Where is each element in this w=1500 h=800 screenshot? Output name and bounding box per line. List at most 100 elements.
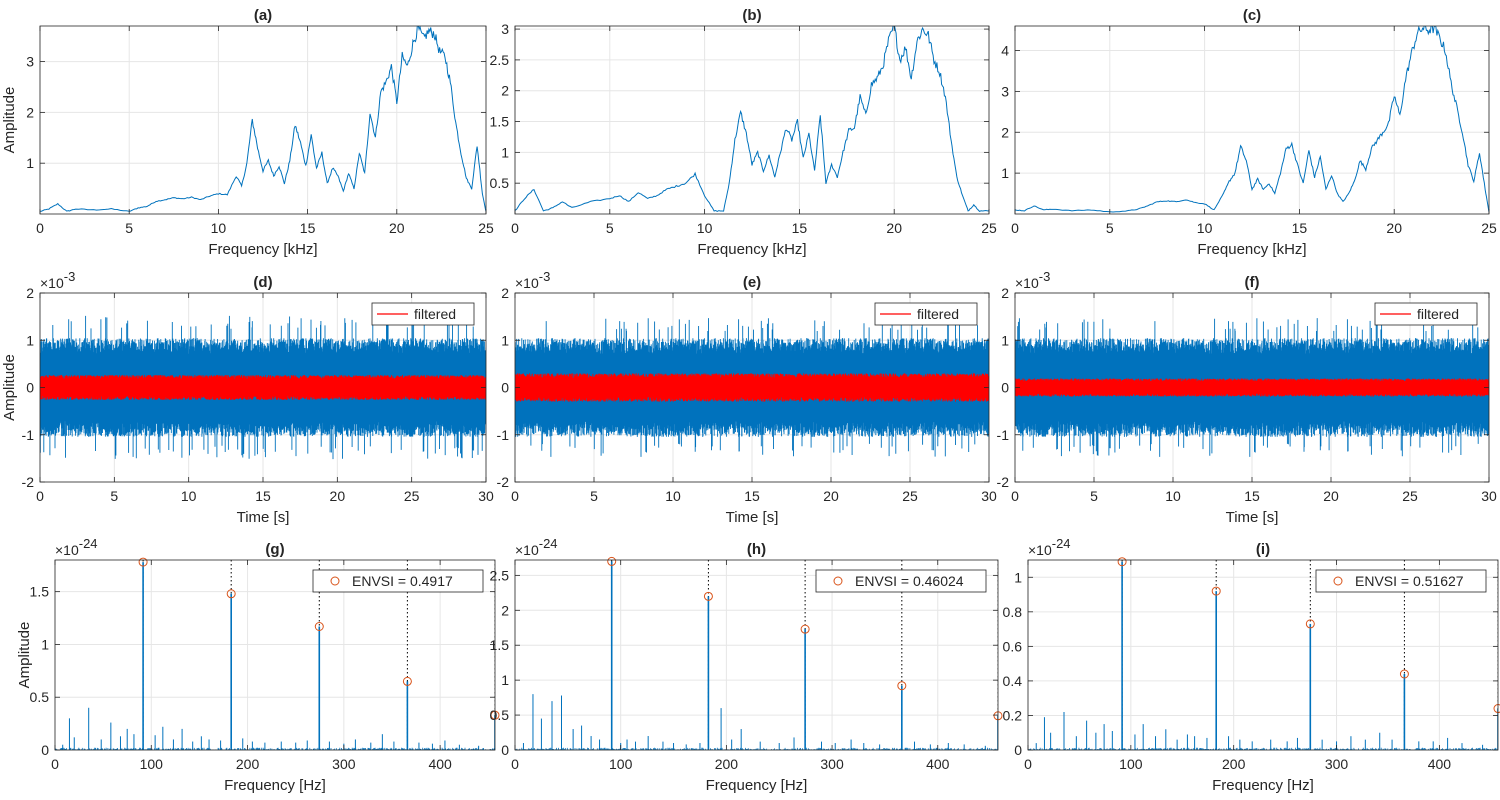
x-tick-label: 300: [1325, 756, 1349, 772]
y-tick-label: -2: [22, 474, 35, 490]
exponent-power: -3: [64, 269, 76, 284]
y-tick-label: 1: [1014, 569, 1022, 585]
data-layer: [515, 318, 989, 457]
x-axis-label: Time [s]: [1226, 509, 1279, 526]
legend: filtered: [371, 302, 475, 326]
harmonic-marker: [703, 591, 713, 601]
x-tick-label: 25: [404, 488, 420, 504]
x-tick-label: 20: [886, 220, 902, 236]
x-tick-label: 0: [36, 488, 44, 504]
x-tick-label: 0: [511, 756, 519, 772]
x-tick-label: 15: [1244, 488, 1260, 504]
exponent-power: -3: [539, 269, 551, 284]
x-axis-label: Frequency [kHz]: [697, 241, 806, 258]
y-tick-label: 0.5: [490, 175, 510, 191]
x-tick-label: 200: [1222, 756, 1246, 772]
x-tick-label: 0: [51, 756, 59, 772]
y-tick-label: 1: [501, 672, 509, 688]
data-layer: [40, 315, 486, 460]
x-tick-label: 15: [792, 220, 808, 236]
legend-label: filtered: [917, 306, 959, 322]
x-tick-label: 25: [902, 488, 918, 504]
harmonic-marker: [402, 676, 412, 686]
y-axis-label: Amplitude: [1, 354, 18, 421]
legend-box: [815, 569, 987, 593]
x-axis-label: Frequency [Hz]: [706, 777, 808, 794]
exponent-power: -24: [79, 536, 98, 551]
exponent-power: -24: [1052, 536, 1071, 551]
axes-box: [514, 559, 999, 751]
y-tick-label: 0.2: [1003, 707, 1023, 723]
harmonic-marker: [1305, 619, 1315, 629]
x-tick-label: 25: [1481, 220, 1497, 236]
legend-box: [1315, 569, 1487, 593]
x-tick-label: 5: [125, 220, 133, 236]
chart-title: (f): [1245, 274, 1260, 291]
axes-box: [1014, 25, 1490, 215]
exponent-base: ×10: [55, 542, 79, 558]
axes-box: [1027, 559, 1499, 751]
panel-i: 0 100 200 300 400 0 0.2 0.4 0.6 0.8 1 (i) Frequency …: [1003, 536, 1500, 794]
y-tick-label: 2: [1001, 285, 1009, 301]
axes-box: [514, 25, 990, 215]
x-axis-label: Frequency [Hz]: [224, 777, 326, 794]
y-scale-exponent: ×10-3: [40, 269, 75, 291]
panel-a: 0 5 10 15 20 25 1 2 3 (a) Frequency [kHz] Amplitude: [1, 7, 494, 258]
harmonic-marker: [607, 556, 617, 566]
x-tick-label: 25: [478, 220, 494, 236]
x-tick-label: 5: [1106, 220, 1114, 236]
y-tick-label: 0: [26, 380, 34, 396]
x-axis-label: Frequency [kHz]: [1197, 241, 1306, 258]
y-scale-exponent: ×10-3: [1015, 269, 1050, 291]
y-tick-label: 0: [501, 380, 509, 396]
series-filtered-signal: [515, 373, 989, 402]
x-tick-label: 400: [1428, 756, 1452, 772]
x-tick-label: 20: [1323, 488, 1339, 504]
harmonic-marker: [800, 624, 810, 634]
y-tick-label: 2.5: [490, 52, 510, 68]
x-tick-label: 0: [36, 220, 44, 236]
legend: ENVSI = 0.51627: [1315, 569, 1487, 593]
legend-box: [1374, 302, 1478, 326]
data-layer: [40, 26, 486, 212]
x-tick-label: 100: [140, 756, 164, 772]
plot-area: [1015, 26, 1489, 214]
panel-d: 0 5 10 15 20 25 30 -2 -1 0 1 2 (d) Time [s] Amplitude ×…: [1, 269, 494, 526]
x-tick-label: 15: [1292, 220, 1308, 236]
chart-title: (g): [265, 541, 284, 558]
axes-box: [54, 559, 496, 751]
legend-box: [312, 569, 484, 593]
x-tick-label: 5: [590, 488, 598, 504]
y-tick-label: 1: [1001, 332, 1009, 348]
y-tick-label: 2: [26, 104, 34, 120]
x-tick-label: 5: [606, 220, 614, 236]
y-tick-label: 3: [501, 21, 509, 37]
x-tick-label: 25: [1402, 488, 1418, 504]
x-tick-label: 300: [820, 756, 844, 772]
y-axis-label: Amplitude: [16, 622, 33, 689]
x-tick-label: 0: [1011, 220, 1019, 236]
y-tick-label: -2: [497, 474, 510, 490]
y-tick-label: 1: [26, 155, 34, 171]
y-tick-label: 2: [501, 285, 509, 301]
y-tick-label: 0: [501, 742, 509, 758]
y-scale-exponent: ×10-24: [515, 536, 558, 558]
harmonic-marker: [1399, 669, 1409, 679]
panel-c: 0 5 10 15 20 25 1 2 3 4 (c) Frequency [kHz]: [1001, 7, 1497, 258]
y-tick-label: 2: [26, 285, 34, 301]
y-tick-label: 4: [1001, 43, 1009, 59]
chart-title: (b): [742, 7, 761, 24]
y-tick-label: 0.5: [490, 707, 510, 723]
legend: filtered: [1374, 302, 1478, 326]
x-tick-label: 200: [236, 756, 260, 772]
x-tick-label: 0: [511, 220, 519, 236]
legend: filtered: [874, 302, 978, 326]
y-tick-label: -1: [22, 427, 35, 443]
x-tick-label: 5: [1090, 488, 1098, 504]
y-tick-label: 0.4: [1003, 673, 1023, 689]
series-filtered-signal: [1015, 378, 1489, 397]
y-tick-label: 1: [26, 332, 34, 348]
y-tick-label: -2: [997, 474, 1010, 490]
y-tick-label: 1: [41, 636, 49, 652]
x-tick-label: 10: [211, 220, 227, 236]
